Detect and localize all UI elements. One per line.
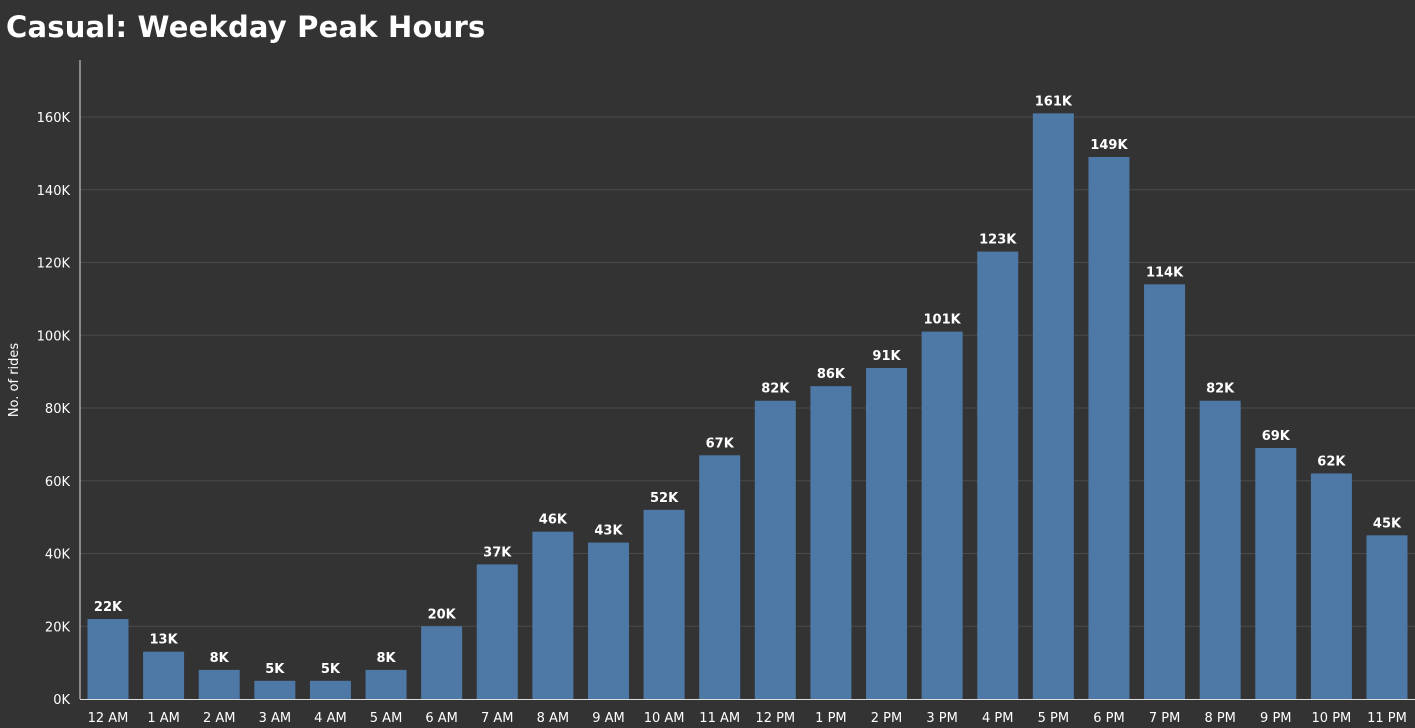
x-tick-label: 4 AM [314, 711, 347, 726]
bar [365, 669, 407, 699]
x-tick-label: 12 PM [755, 711, 795, 726]
data-label: 91K [872, 349, 901, 364]
data-label: 37K [483, 545, 512, 560]
x-tick-label: 5 PM [1038, 711, 1069, 726]
bar [1144, 284, 1186, 699]
bar [421, 626, 463, 699]
bars [87, 113, 1408, 700]
x-tick-label: 11 AM [699, 711, 740, 726]
gridlines [80, 116, 1415, 627]
data-label: 45K [1373, 516, 1402, 531]
data-label: 43K [594, 524, 623, 539]
x-tick-label: 7 AM [481, 711, 514, 726]
bar [643, 509, 685, 699]
x-tick-label: 10 PM [1312, 711, 1352, 726]
bar [143, 651, 185, 699]
y-tick-label: 60K [45, 475, 71, 490]
y-tick-label: 160K [37, 111, 71, 126]
data-label: 46K [539, 513, 568, 528]
data-label: 161K [1035, 94, 1073, 109]
bar [1032, 113, 1074, 700]
y-tick-label: 80K [45, 402, 71, 417]
x-axis-ticks: 12 AM 1 AM 2 AM 3 AM 4 AM 5 AM 6 AM 7 AM 8 AM 9 A… [88, 711, 1407, 726]
x-tick-label: 11 PM [1367, 711, 1407, 726]
data-label: 8K [376, 651, 396, 666]
bar [977, 251, 1019, 699]
x-tick-label: 5 AM [370, 711, 403, 726]
bar [587, 542, 629, 699]
x-tick-label: 9 AM [592, 711, 625, 726]
x-tick-label: 10 AM [644, 711, 685, 726]
x-tick-label: 3 AM [259, 711, 292, 726]
bar [1310, 473, 1352, 699]
bar [1255, 448, 1297, 699]
data-label: 82K [761, 382, 790, 397]
data-label: 114K [1146, 265, 1184, 280]
data-label: 82K [1206, 382, 1235, 397]
bar [198, 669, 240, 699]
x-tick-label: 8 AM [537, 711, 570, 726]
y-tick-label: 20K [45, 620, 71, 635]
y-tick-label: 0K [53, 693, 70, 708]
y-tick-label: 120K [37, 257, 71, 272]
x-tick-label: 1 AM [147, 711, 180, 726]
bar [699, 455, 741, 699]
data-label: 5K [265, 662, 285, 677]
data-label: 86K [817, 367, 846, 382]
x-tick-label: 8 PM [1204, 711, 1235, 726]
data-labels: 22K 13K 8K 5K 5K 8K 20K 37K 46K 43K 52K 67K 82K 86K 91… [94, 94, 1402, 676]
data-label: 101K [924, 313, 962, 328]
bar [309, 680, 351, 699]
x-tick-label: 6 AM [425, 711, 458, 726]
y-axis-ticks: 0K 20K 40K 60K 80K 100K 120K 140K 160K [37, 111, 71, 708]
data-label: 13K [150, 633, 179, 648]
data-label: 62K [1317, 454, 1346, 469]
data-label: 20K [428, 607, 457, 622]
data-label: 52K [650, 491, 679, 506]
bar [1366, 535, 1408, 699]
data-label: 149K [1090, 138, 1128, 153]
bar [532, 531, 574, 699]
data-label: 22K [94, 600, 123, 615]
x-tick-label: 2 AM [203, 711, 236, 726]
bar [87, 618, 129, 699]
x-tick-label: 3 PM [926, 711, 957, 726]
data-label: 67K [706, 436, 735, 451]
x-tick-label: 12 AM [88, 711, 129, 726]
chart-title: Casual: Weekday Peak Hours [6, 10, 486, 44]
bar [810, 386, 852, 699]
x-tick-label: 4 PM [982, 711, 1013, 726]
x-tick-label: 2 PM [871, 711, 902, 726]
data-label: 5K [321, 662, 341, 677]
bar [254, 680, 296, 699]
data-label: 8K [210, 651, 230, 666]
bar [754, 400, 796, 699]
bar [1088, 157, 1130, 699]
y-axis-title: No. of rides [7, 343, 22, 418]
y-tick-label: 40K [45, 548, 71, 563]
data-label: 69K [1262, 429, 1291, 444]
bar [1199, 400, 1241, 699]
x-tick-label: 6 PM [1093, 711, 1124, 726]
y-tick-label: 100K [37, 329, 71, 344]
x-tick-label: 7 PM [1149, 711, 1180, 726]
bar [921, 331, 963, 699]
x-tick-label: 9 PM [1260, 711, 1291, 726]
x-tick-label: 1 PM [815, 711, 846, 726]
bar [866, 367, 908, 699]
bar [476, 564, 518, 699]
y-tick-label: 140K [37, 184, 71, 199]
data-label: 123K [979, 233, 1017, 248]
